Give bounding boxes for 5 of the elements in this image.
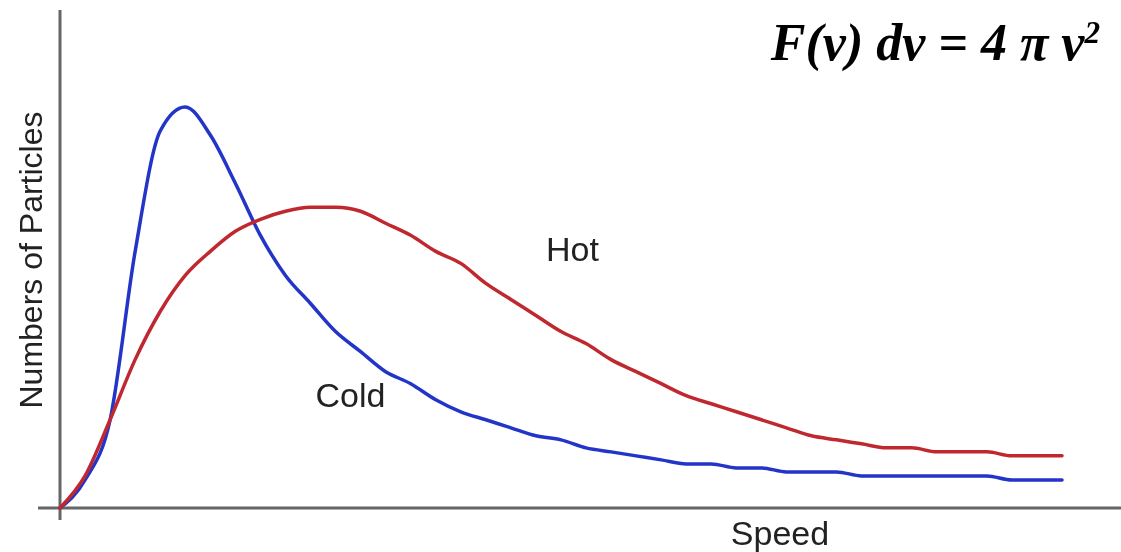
text: F(v) dv = 4 π v$^{2}$ [769, 14, 1100, 72]
series-label: Hot [545, 229, 600, 268]
y-axis-title: Numbers of Particles [13, 111, 49, 409]
series-label: Cold [315, 375, 386, 414]
x-axis-title: Speed [730, 514, 830, 552]
